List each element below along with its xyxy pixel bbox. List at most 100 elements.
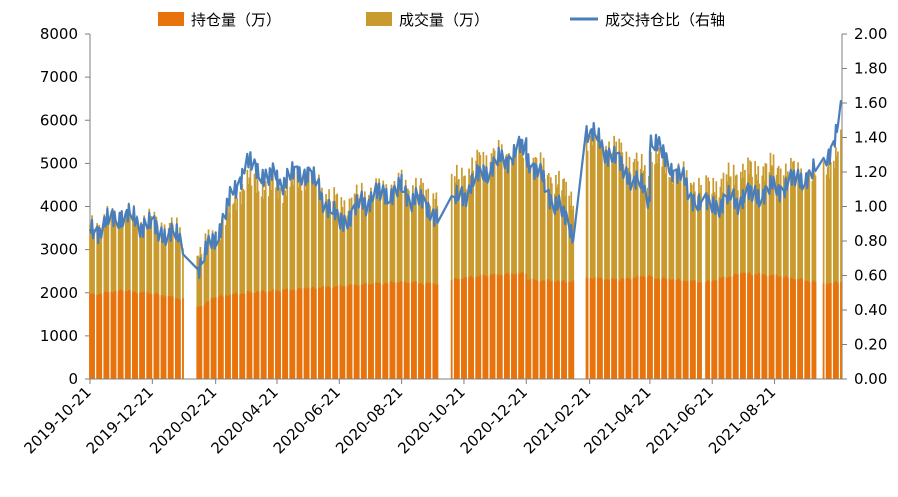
open-interest-bar xyxy=(155,292,158,379)
volume-bar xyxy=(725,174,728,379)
open-interest-bar xyxy=(518,273,520,379)
open-interest-bar xyxy=(365,283,367,379)
open-interest-bar xyxy=(311,286,314,379)
open-interest-bar xyxy=(167,296,170,379)
open-interest-bar xyxy=(650,277,652,379)
open-interest-bar xyxy=(412,282,414,379)
open-interest-bar xyxy=(91,294,93,379)
volume-bar xyxy=(612,151,614,379)
volume-bar xyxy=(463,176,465,379)
open-interest-bar xyxy=(348,284,351,379)
open-interest-bar xyxy=(462,279,464,379)
open-interest-bar xyxy=(600,277,602,379)
open-interest-bar xyxy=(569,282,572,379)
open-interest-bar xyxy=(147,293,150,379)
open-interest-bar xyxy=(678,279,681,379)
volume-bar xyxy=(827,161,830,379)
volume-bar xyxy=(291,167,294,379)
open-interest-bar xyxy=(734,273,737,379)
open-interest-bar xyxy=(378,282,381,379)
volume-bar xyxy=(239,191,242,379)
open-interest-bar xyxy=(565,282,567,379)
open-interest-bar xyxy=(568,281,571,379)
open-interest-bar xyxy=(489,274,492,379)
volume-bar xyxy=(522,157,525,379)
open-interest-bar xyxy=(698,282,700,379)
open-interest-bar xyxy=(591,279,594,379)
volume-bar xyxy=(476,149,479,379)
open-interest-bar xyxy=(690,280,693,379)
volume-bar xyxy=(299,183,302,379)
open-interest-bar xyxy=(418,283,420,379)
volume-bar xyxy=(633,158,636,379)
open-interest-bar xyxy=(814,281,817,379)
open-interest-bar xyxy=(271,290,273,379)
open-interest-bar xyxy=(675,280,678,379)
open-interest-bar xyxy=(508,274,510,379)
open-interest-bar xyxy=(514,275,516,379)
volume-bar xyxy=(651,162,653,379)
open-interest-bar xyxy=(482,276,485,379)
volume-bar xyxy=(254,176,257,379)
open-interest-bar xyxy=(556,281,558,379)
right-y-axis: 0.00 0.20 0.40 0.60 0.80 1.00 1.20 1.40 1.60 1.80… xyxy=(841,25,887,388)
open-interest-bar xyxy=(471,277,473,379)
open-interest-bar xyxy=(399,281,402,379)
open-interest-bar xyxy=(114,290,117,379)
open-interest-bar xyxy=(207,301,210,379)
volume-bar xyxy=(536,168,539,379)
open-interest-bar xyxy=(178,299,180,379)
volume-bar xyxy=(727,162,730,379)
volume-bar xyxy=(640,154,643,379)
open-interest-bar xyxy=(679,280,682,379)
volume-bar xyxy=(534,157,537,379)
volume-bar xyxy=(590,134,593,379)
volume-bar xyxy=(547,173,550,379)
volume-bar xyxy=(715,181,718,379)
volume-bar xyxy=(370,187,372,379)
open-interest-bar xyxy=(598,277,601,379)
volume-bar xyxy=(808,170,811,379)
open-interest-bar xyxy=(611,278,613,379)
open-interest-bar xyxy=(697,282,699,379)
open-interest-bar xyxy=(840,282,842,379)
right-tick-label: 1.00 xyxy=(854,198,887,216)
open-interest-bar xyxy=(705,282,707,379)
volume-bar xyxy=(234,191,236,379)
volume-bar xyxy=(811,181,814,379)
open-interest-bar xyxy=(636,275,639,379)
volume-bar xyxy=(814,175,817,379)
volume-bar xyxy=(247,183,250,379)
volume-bar xyxy=(286,175,289,379)
left-tick-label: 8000 xyxy=(40,25,78,43)
open-interest-bar xyxy=(253,292,256,379)
volume-bar xyxy=(513,144,515,379)
volume-bar xyxy=(837,151,839,379)
volume-bar xyxy=(807,171,810,379)
volume-bar xyxy=(770,165,773,379)
open-interest-bar xyxy=(649,277,651,379)
legend-swatch-0 xyxy=(158,12,184,26)
open-interest-bar xyxy=(692,280,695,379)
open-interest-bar xyxy=(548,281,551,379)
volume-bar xyxy=(321,187,323,379)
volume-bar xyxy=(511,158,513,379)
volume-bar xyxy=(792,161,794,379)
open-interest-bar xyxy=(334,286,337,379)
open-interest-bar xyxy=(92,293,94,379)
open-interest-bar xyxy=(647,277,649,379)
open-interest-bar xyxy=(407,282,410,379)
open-interest-bar xyxy=(656,278,658,379)
open-interest-bar xyxy=(90,294,92,379)
legend-label-2: 成交持仓比（右轴 xyxy=(605,11,725,29)
open-interest-bar xyxy=(290,290,293,379)
open-interest-bar xyxy=(618,280,621,379)
volume-bar xyxy=(226,204,228,379)
volume-bar xyxy=(804,181,807,379)
open-interest-bar xyxy=(118,290,121,379)
open-interest-bar xyxy=(263,292,266,379)
open-interest-bar xyxy=(136,293,138,379)
open-interest-bar xyxy=(563,280,565,379)
volume-bar xyxy=(650,151,652,379)
open-interest-bar xyxy=(157,295,160,379)
